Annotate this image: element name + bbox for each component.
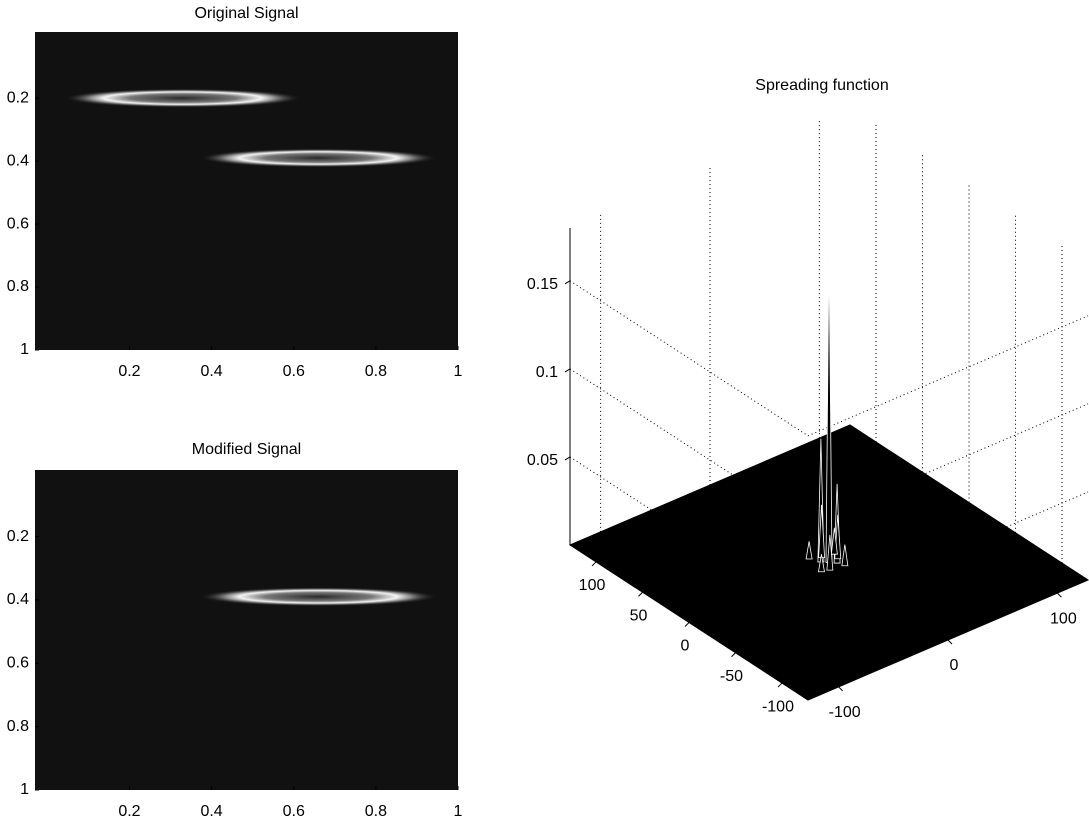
signal-blob: [199, 148, 438, 168]
y-tick: [838, 686, 843, 692]
x-tick-label: 100: [579, 577, 606, 594]
signal-blob: [63, 88, 302, 108]
surface-peak: [817, 554, 825, 573]
z-tick: [564, 456, 571, 461]
surface-peak: [825, 254, 833, 563]
y-tick-label: 0: [950, 657, 959, 674]
signal-blob: [199, 587, 438, 607]
surface-peak: [805, 541, 813, 560]
z-tick-label: 0.1: [536, 364, 558, 381]
x-tick-label: 50: [630, 607, 648, 624]
x-tick-label: 0.2: [118, 803, 140, 820]
grid-line: [569, 280, 1089, 437]
y-tick-label: 0.6: [7, 654, 29, 671]
y-tick: [947, 639, 953, 645]
surface-peak: [830, 527, 838, 555]
chart-title: Original Signal: [194, 5, 298, 22]
chart-title: Spreading function: [755, 77, 888, 94]
image-background: [35, 32, 458, 350]
y-tick-label: 0.4: [7, 591, 29, 608]
x-tick: [684, 622, 690, 627]
x-tick-label: 0: [681, 638, 690, 655]
y-tick-label: 0.6: [7, 215, 29, 232]
x-tick: [591, 561, 597, 567]
x-tick: [638, 591, 643, 597]
chart-title: Modified Signal: [192, 441, 301, 458]
x-tick: [731, 652, 736, 658]
surface-peak: [841, 544, 849, 567]
x-tick-label: 0.6: [283, 803, 305, 820]
x-tick-label: -100: [762, 698, 794, 715]
y-tick-label: 0.4: [7, 152, 29, 169]
x-tick-label: 1: [454, 363, 463, 380]
y-tick-label: 0.2: [7, 89, 29, 106]
y-tick-label: 100: [1050, 610, 1077, 627]
y-tick-label: 1: [20, 781, 29, 798]
x-tick-label: 0.4: [200, 803, 222, 820]
y-tick-label: 0.2: [7, 528, 29, 545]
z-tick: [564, 368, 571, 373]
x-tick-label: -50: [720, 668, 743, 685]
z-tick-label: 0.15: [527, 276, 558, 293]
y-tick: [1057, 592, 1062, 598]
x-tick-label: 0.4: [200, 363, 222, 380]
x-tick-label: 1: [454, 803, 463, 820]
z-tick-label: 0.05: [527, 452, 558, 469]
z-tick: [564, 280, 571, 285]
x-tick-label: 0.8: [365, 363, 387, 380]
image-background: [35, 470, 458, 790]
y-tick-label: 1: [20, 341, 29, 358]
y-tick-label: 0.8: [7, 718, 29, 735]
x-tick: [777, 682, 783, 688]
x-tick-label: 0.8: [365, 803, 387, 820]
x-tick-label: 0.2: [118, 363, 140, 380]
y-tick-label: 0.8: [7, 278, 29, 295]
y-tick-label: -100: [829, 704, 861, 721]
x-tick-label: 0.6: [283, 363, 305, 380]
